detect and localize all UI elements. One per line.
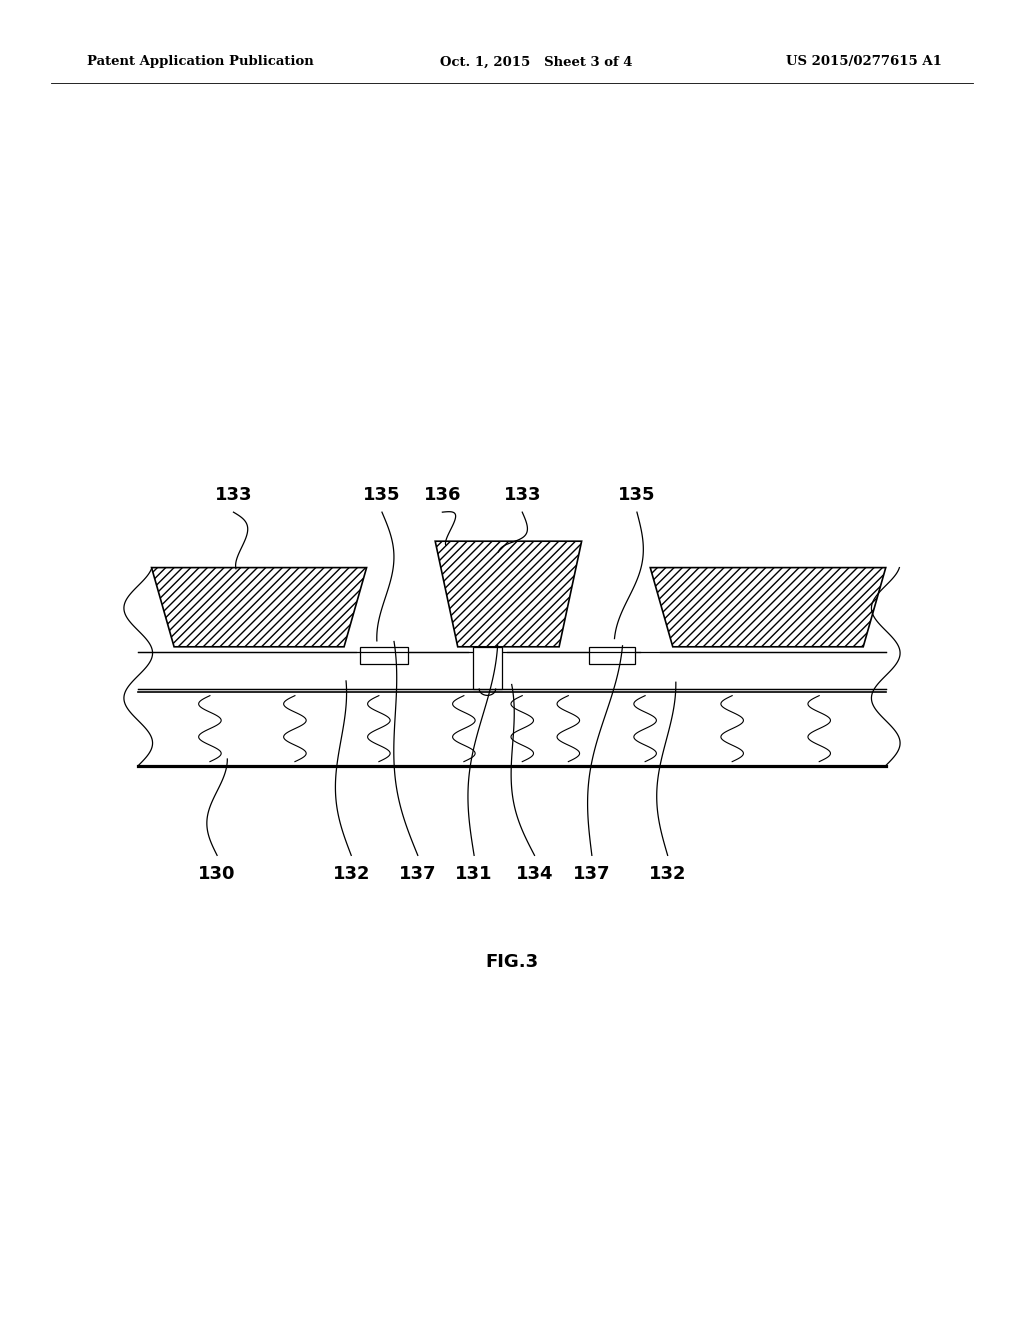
Text: 136: 136: [424, 486, 461, 504]
Text: Patent Application Publication: Patent Application Publication: [87, 55, 313, 69]
Text: 133: 133: [504, 486, 541, 504]
Text: Oct. 1, 2015   Sheet 3 of 4: Oct. 1, 2015 Sheet 3 of 4: [440, 55, 633, 69]
Text: 130: 130: [199, 865, 236, 883]
Polygon shape: [650, 568, 886, 647]
Text: 131: 131: [456, 865, 493, 883]
Bar: [473, 647, 502, 689]
Text: 137: 137: [399, 865, 436, 883]
Text: US 2015/0277615 A1: US 2015/0277615 A1: [786, 55, 942, 69]
Bar: [138, 652, 886, 689]
Polygon shape: [435, 541, 582, 647]
Bar: [589, 647, 635, 664]
Bar: [360, 647, 408, 664]
Text: 132: 132: [649, 865, 686, 883]
Bar: [571, 652, 660, 689]
Text: 135: 135: [364, 486, 400, 504]
Text: 132: 132: [333, 865, 370, 883]
Text: 135: 135: [618, 486, 655, 504]
Text: FIG.3: FIG.3: [485, 953, 539, 972]
Text: 133: 133: [215, 486, 252, 504]
Text: 137: 137: [573, 865, 610, 883]
Polygon shape: [152, 568, 367, 647]
Bar: [138, 535, 886, 766]
Text: 134: 134: [516, 865, 553, 883]
Bar: [356, 652, 445, 689]
Bar: [138, 692, 886, 763]
